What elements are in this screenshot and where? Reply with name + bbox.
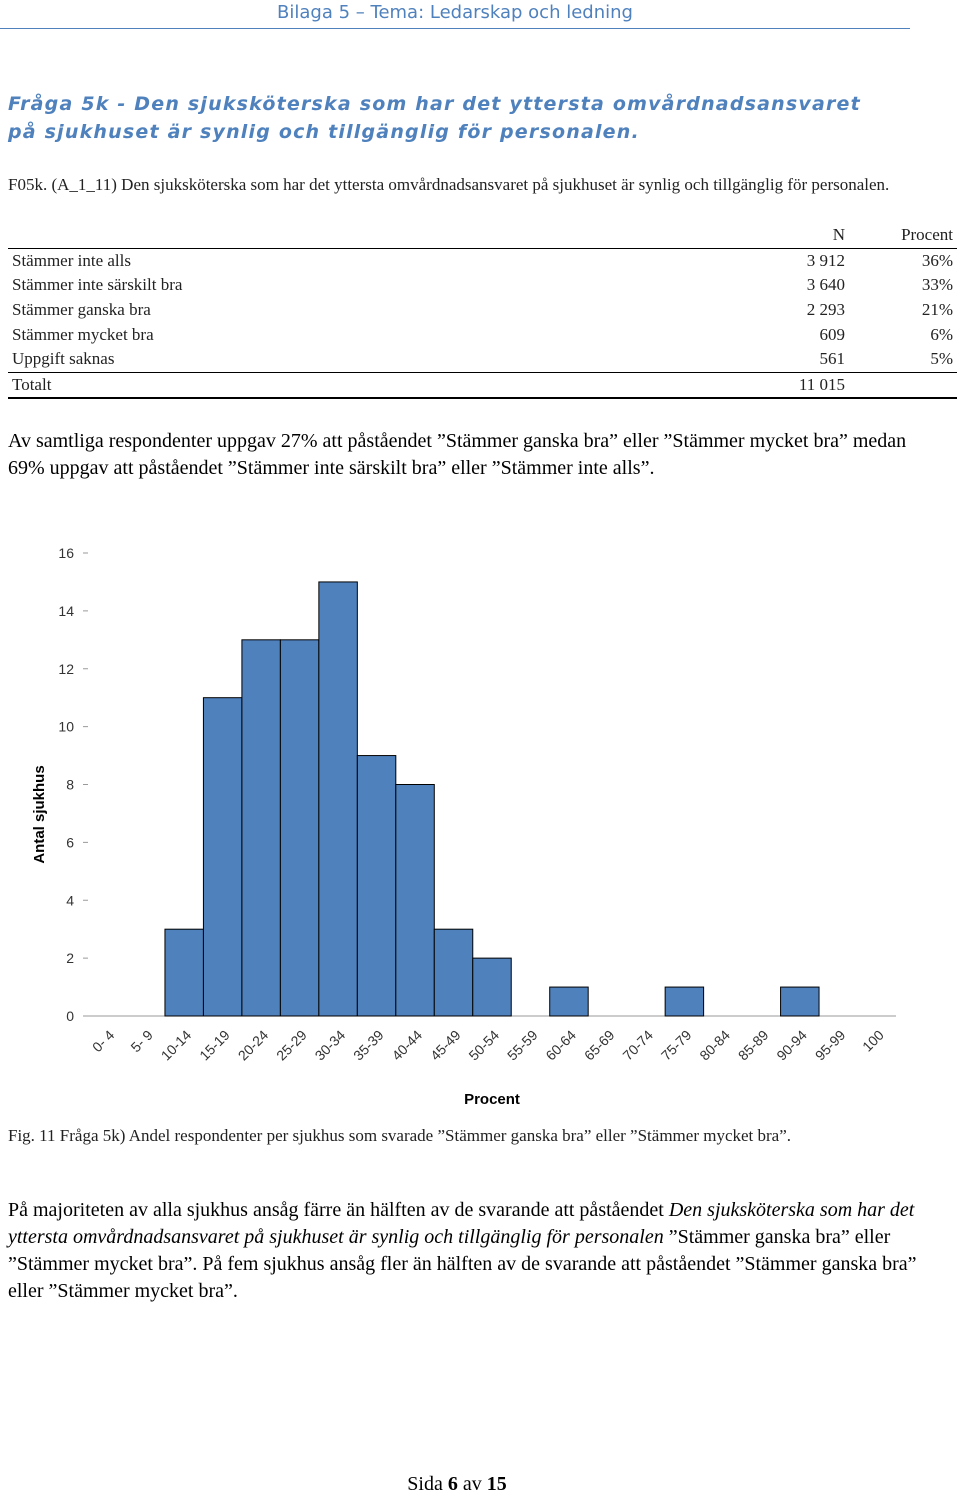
y-tick-label: 14 xyxy=(58,603,74,619)
bar xyxy=(780,986,820,1017)
y-axis-label: Antal sjukhus xyxy=(31,765,48,863)
x-tick-label: 95-99 xyxy=(812,1027,849,1064)
footer-mid: av xyxy=(457,1473,487,1495)
row-label: Stämmer inte särskilt bra xyxy=(12,275,183,295)
table-row: Stämmer ganska bra 2 293 21% xyxy=(8,298,957,323)
x-tick-label: 85-89 xyxy=(735,1027,772,1064)
row-n: 3 912 xyxy=(806,250,845,270)
summary-paragraph: Av samtliga respondenter uppgav 27% att … xyxy=(8,430,907,479)
bar xyxy=(472,957,512,1017)
y-tick-label: 10 xyxy=(58,719,74,735)
x-tick-label: 80-84 xyxy=(696,1027,733,1064)
bar xyxy=(356,755,397,1017)
bar xyxy=(318,581,358,1017)
footer-page-total: 15 xyxy=(486,1473,507,1495)
table-row: Stämmer inte alls 3 912 36% xyxy=(8,248,957,273)
bar xyxy=(664,986,705,1017)
x-tick-label: 15-19 xyxy=(196,1027,233,1064)
row-percent: 36% xyxy=(921,250,953,270)
x-tick-label: 30-34 xyxy=(312,1027,349,1064)
x-tick-label: 90-94 xyxy=(773,1027,810,1064)
row-n: 561 xyxy=(819,349,846,369)
page-footer: Sida 6 av 15 xyxy=(0,1473,914,1496)
row-label: Stämmer ganska bra xyxy=(12,300,151,320)
x-tick-label: 5- 9 xyxy=(127,1027,156,1056)
page-header: Bilaga 5 – Tema: Ledarskap och ledning xyxy=(0,0,910,29)
x-tick-label: 70-74 xyxy=(619,1027,656,1064)
bars-group xyxy=(164,581,820,1017)
row-percent: 33% xyxy=(921,275,953,295)
x-axis-label: Procent xyxy=(464,1091,520,1108)
row-label: Uppgift saknas xyxy=(12,349,115,369)
x-tick-label: 75-79 xyxy=(658,1027,695,1064)
x-tick-label: 60-64 xyxy=(542,1027,579,1064)
x-tick-label: 65-69 xyxy=(581,1027,618,1064)
x-tick-label: 35-39 xyxy=(350,1027,387,1064)
x-tick-label: 45-49 xyxy=(427,1027,464,1064)
histogram-chart: 0 2 4 6 8 10 12 14 16 0- 4 5- 9 10-14 15-19 20-24 25-… xyxy=(31,545,896,1108)
x-tick-label: 25-29 xyxy=(273,1027,310,1064)
table-header-label xyxy=(8,223,721,249)
y-tick-label: 0 xyxy=(66,1008,74,1024)
conclusion-paragraph: På majoriteten av alla sjukhus ansåg fär… xyxy=(8,1197,918,1305)
y-tick-label: 6 xyxy=(66,834,74,850)
bar xyxy=(241,639,281,1017)
total-percent xyxy=(849,371,957,400)
x-tick-label: 100 xyxy=(859,1027,887,1055)
bar xyxy=(549,986,589,1017)
row-n: 2 293 xyxy=(806,300,845,320)
bar xyxy=(164,928,204,1017)
heading-line-2: på sjukhuset är synlig och tillgänglig f… xyxy=(8,121,640,143)
frequency-table: N Procent Stämmer inte alls 3 912 36% St… xyxy=(8,223,957,400)
bar xyxy=(202,697,243,1017)
total-label: Totalt xyxy=(8,371,721,400)
row-percent: 6% xyxy=(930,324,953,344)
conclusion-italic-statement: Den sjuksköterska som har det yttersta o… xyxy=(8,1199,915,1248)
row-percent: 5% xyxy=(930,349,953,369)
bar xyxy=(279,639,320,1017)
bar xyxy=(395,784,435,1017)
x-tick-label: 20-24 xyxy=(235,1027,272,1064)
bar xyxy=(433,928,474,1017)
conclusion-text-1: På majoriteten av alla sjukhus ansåg fär… xyxy=(8,1199,669,1221)
question-code: F05k. (A_1_11) Den sjuksköterska som har… xyxy=(8,175,890,194)
y-tick-label: 4 xyxy=(66,892,74,908)
y-tick-label: 2 xyxy=(66,950,74,966)
table-row: Stämmer mycket bra 609 6% xyxy=(8,322,957,347)
x-tick-label: 50-54 xyxy=(465,1027,502,1064)
footer-prefix: Sida xyxy=(407,1473,448,1495)
x-tick-label: 10-14 xyxy=(158,1027,195,1064)
x-tick-label: 0- 4 xyxy=(89,1027,118,1056)
table-row: Stämmer inte särskilt bra 3 640 33% xyxy=(8,273,957,298)
row-label: Stämmer mycket bra xyxy=(12,324,154,344)
figure-caption: Fig. 11 Fråga 5k) Andel respondenter per… xyxy=(8,1126,792,1145)
x-tick-label: 55-59 xyxy=(504,1027,541,1064)
row-n: 3 640 xyxy=(806,275,845,295)
heading-line-1: Fråga 5k - Den sjuksköterska som har det… xyxy=(8,93,861,115)
x-tick-label: 40-44 xyxy=(389,1027,426,1064)
x-axis-ticks: 0- 4 5- 9 10-14 15-19 20-24 25-29 30-34 35-39 40… xyxy=(89,1027,887,1064)
y-tick-label: 16 xyxy=(58,545,74,561)
table-header-percent: Procent xyxy=(849,223,957,249)
table-row: Uppgift saknas 561 5% xyxy=(8,347,957,372)
y-tick-label: 8 xyxy=(66,777,74,793)
row-n: 609 xyxy=(819,324,846,344)
conclusion-text-2: ”Stämmer ganska bra” eller ”Stämmer myck… xyxy=(8,1226,917,1302)
table-header-n: N xyxy=(721,223,849,249)
y-axis-ticks: 0 2 4 6 8 10 12 14 16 xyxy=(58,545,88,1024)
row-percent: 21% xyxy=(921,300,953,320)
section-heading: Fråga 5k - Den sjuksköterska som har det… xyxy=(8,90,908,146)
table-total-row: Totalt 11 015 xyxy=(8,371,957,400)
table-header-row: N Procent xyxy=(8,223,957,249)
total-n: 11 015 xyxy=(721,371,849,400)
footer-page-number: 6 xyxy=(447,1473,458,1495)
y-tick-label: 12 xyxy=(58,661,74,677)
row-label: Stämmer inte alls xyxy=(12,250,131,270)
